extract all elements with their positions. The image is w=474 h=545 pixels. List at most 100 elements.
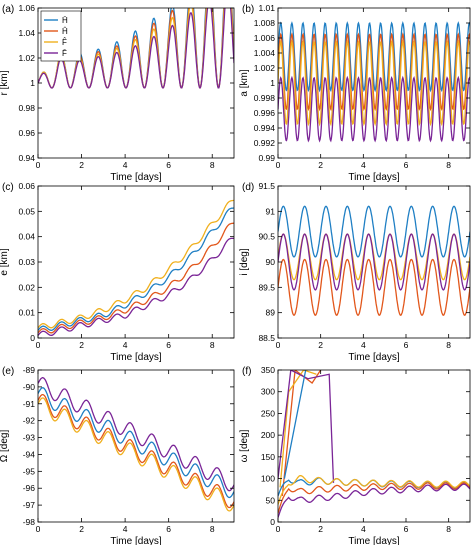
- x-axis-label: Time [days]: [110, 172, 162, 183]
- x-tick-label: 8: [446, 160, 451, 170]
- series-line-3: [278, 233, 470, 291]
- series-line-2: [278, 39, 470, 127]
- series-line-3: [278, 483, 470, 518]
- x-tick-label: 0: [36, 524, 41, 534]
- y-tick-label: 0.994: [254, 123, 276, 133]
- legend-entry: F̂: [62, 38, 67, 47]
- x-tick-label: 8: [210, 524, 215, 534]
- x-axis-label: Time [days]: [110, 536, 162, 545]
- x-tick-label: 0: [276, 524, 281, 534]
- y-tick-label: 1.04: [18, 28, 35, 38]
- series-line-3: [38, 377, 234, 492]
- x-tick-label: 4: [361, 160, 366, 170]
- y-tick-label: -95: [23, 466, 36, 476]
- y-tick-label: 0.992: [254, 138, 276, 148]
- plot-area: [278, 20, 470, 143]
- x-tick-label: 0: [36, 340, 41, 350]
- y-axis-label: r [km]: [0, 70, 10, 95]
- y-tick-label: -98: [23, 517, 36, 527]
- x-tick-label: 2: [79, 524, 84, 534]
- axes-frame: [37, 369, 235, 523]
- axes-frame: [277, 369, 471, 523]
- y-tick-label: 89: [266, 308, 276, 318]
- panel-label: (e): [2, 366, 14, 377]
- y-tick-label: 0.03: [18, 257, 35, 267]
- y-tick-label: 0.94: [18, 153, 35, 163]
- axes-frame: [37, 185, 235, 339]
- y-tick-label: -97: [23, 500, 36, 510]
- x-tick-label: 2: [318, 524, 323, 534]
- panel-2: 0 2 4 6 8 0 0.01 0.02 0.03 0.04 0.05 0.06 Time [days…: [0, 181, 235, 363]
- y-tick-label: -92: [23, 416, 36, 426]
- y-tick-label: -90: [23, 382, 36, 392]
- panel-4: 0 2 4 6 8 -98 -97 -96 -95 -94 -93 -92 -91 -90 -89 Time …: [0, 365, 235, 545]
- y-tick-label: -94: [23, 449, 36, 459]
- y-tick-label: 250: [261, 408, 275, 418]
- x-axis-label: Time [days]: [110, 352, 162, 363]
- y-axis-label: a [km]: [239, 69, 250, 96]
- panel-3: 0 2 4 6 8 88.5 89 89.5 90 90.5 91 91.5 Time [days] i …: [239, 181, 471, 363]
- panel-label: (d): [242, 182, 254, 193]
- series-line-1: [278, 258, 470, 316]
- plot-area: [38, 199, 234, 337]
- series-line-1: [38, 393, 234, 509]
- y-tick-label: 1.006: [254, 33, 276, 43]
- y-tick-label: 350: [261, 365, 275, 375]
- y-axis-label: i [deg]: [239, 248, 250, 275]
- y-tick-label: 91.5: [258, 181, 275, 191]
- y-tick-label: 300: [261, 387, 275, 397]
- legend-entry: Ĥ: [62, 27, 68, 36]
- y-tick-label: 1.01: [258, 3, 275, 13]
- x-axis-label: Time [days]: [348, 352, 400, 363]
- x-tick-label: 2: [79, 160, 84, 170]
- y-tick-label: 0.98: [18, 103, 35, 113]
- y-tick-label: 0.05: [18, 206, 35, 216]
- x-tick-label: 0: [36, 160, 41, 170]
- x-tick-label: 4: [123, 160, 128, 170]
- plot-area: [278, 370, 470, 518]
- series-line-0: [278, 205, 470, 258]
- y-tick-label: 89.5: [258, 282, 275, 292]
- y-tick-label: 150: [261, 452, 275, 462]
- legend-entry: H̄: [62, 16, 68, 25]
- y-tick-label: 50: [266, 495, 276, 505]
- y-tick-label: 0.99: [258, 153, 275, 163]
- y-tick-label: 100: [261, 474, 275, 484]
- y-tick-label: -93: [23, 433, 36, 443]
- series-line-3: [278, 75, 470, 143]
- x-tick-label: 8: [210, 340, 215, 350]
- series-line-2: [278, 475, 470, 505]
- y-tick-label: 1.06: [18, 3, 35, 13]
- series-line-3: [38, 8, 234, 89]
- x-axis-label: Time [days]: [348, 536, 400, 545]
- y-tick-label: 200: [261, 430, 275, 440]
- y-axis-label: e [km]: [0, 248, 10, 275]
- y-tick-label: 0: [30, 333, 35, 343]
- series-line-0: [38, 387, 234, 499]
- y-tick-label: 0.998: [254, 93, 276, 103]
- x-tick-label: 8: [210, 160, 215, 170]
- y-tick-label: 1: [270, 78, 275, 88]
- series-line-3: [38, 237, 234, 337]
- series-line-2: [38, 199, 234, 329]
- x-tick-label: 4: [123, 340, 128, 350]
- y-tick-label: 1.002: [254, 63, 276, 73]
- y-tick-label: 0.02: [18, 282, 35, 292]
- panel-1: 0 2 4 6 8 0.99 0.992 0.994 0.996 0.998 1 1.002 1.004…: [239, 3, 471, 183]
- panel-label: (c): [2, 182, 14, 193]
- y-tick-label: 90.5: [258, 232, 275, 242]
- y-tick-label: 0.96: [18, 128, 35, 138]
- x-tick-label: 6: [404, 160, 409, 170]
- series-line-1: [278, 482, 470, 514]
- x-tick-label: 0: [276, 340, 281, 350]
- series-line-2: [38, 397, 234, 512]
- y-tick-label: 0.06: [18, 181, 35, 191]
- panel-5: 0 2 4 6 8 0 50 100 150 200 250 300 350 Time [days] ω […: [239, 365, 471, 545]
- x-axis-label: Time [days]: [348, 172, 400, 183]
- y-tick-label: -91: [23, 399, 36, 409]
- y-tick-label: 0.01: [18, 308, 35, 318]
- y-tick-label: 88.5: [258, 333, 275, 343]
- early-segment-1: [279, 370, 317, 488]
- y-tick-label: 0.996: [254, 108, 276, 118]
